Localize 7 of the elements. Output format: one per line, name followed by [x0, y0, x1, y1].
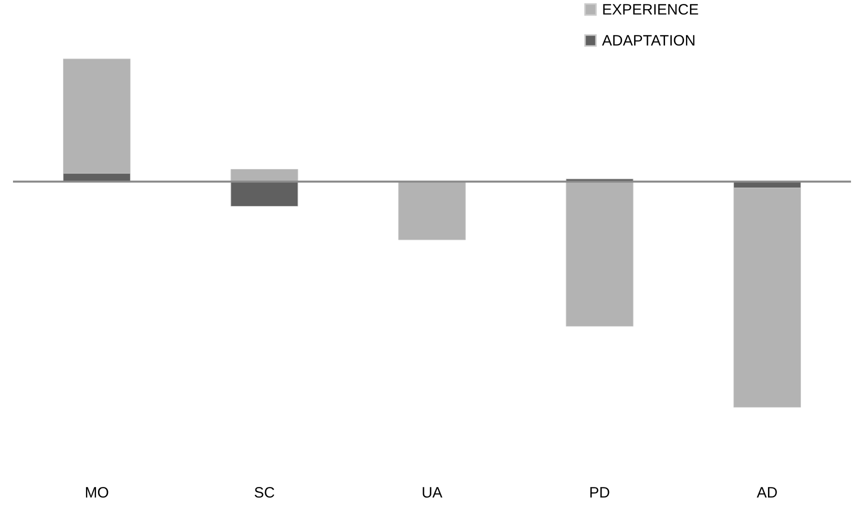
x-tick-label: PD [589, 484, 610, 502]
x-tick-label: UA [422, 484, 442, 502]
x-tick-label: AD [756, 484, 778, 502]
x-tick-label: SC [254, 484, 275, 502]
legend-label: EXPERIENCE [602, 2, 699, 18]
legend-label: ADAPTATION [602, 32, 696, 50]
x-tick-label: MO [84, 484, 109, 502]
